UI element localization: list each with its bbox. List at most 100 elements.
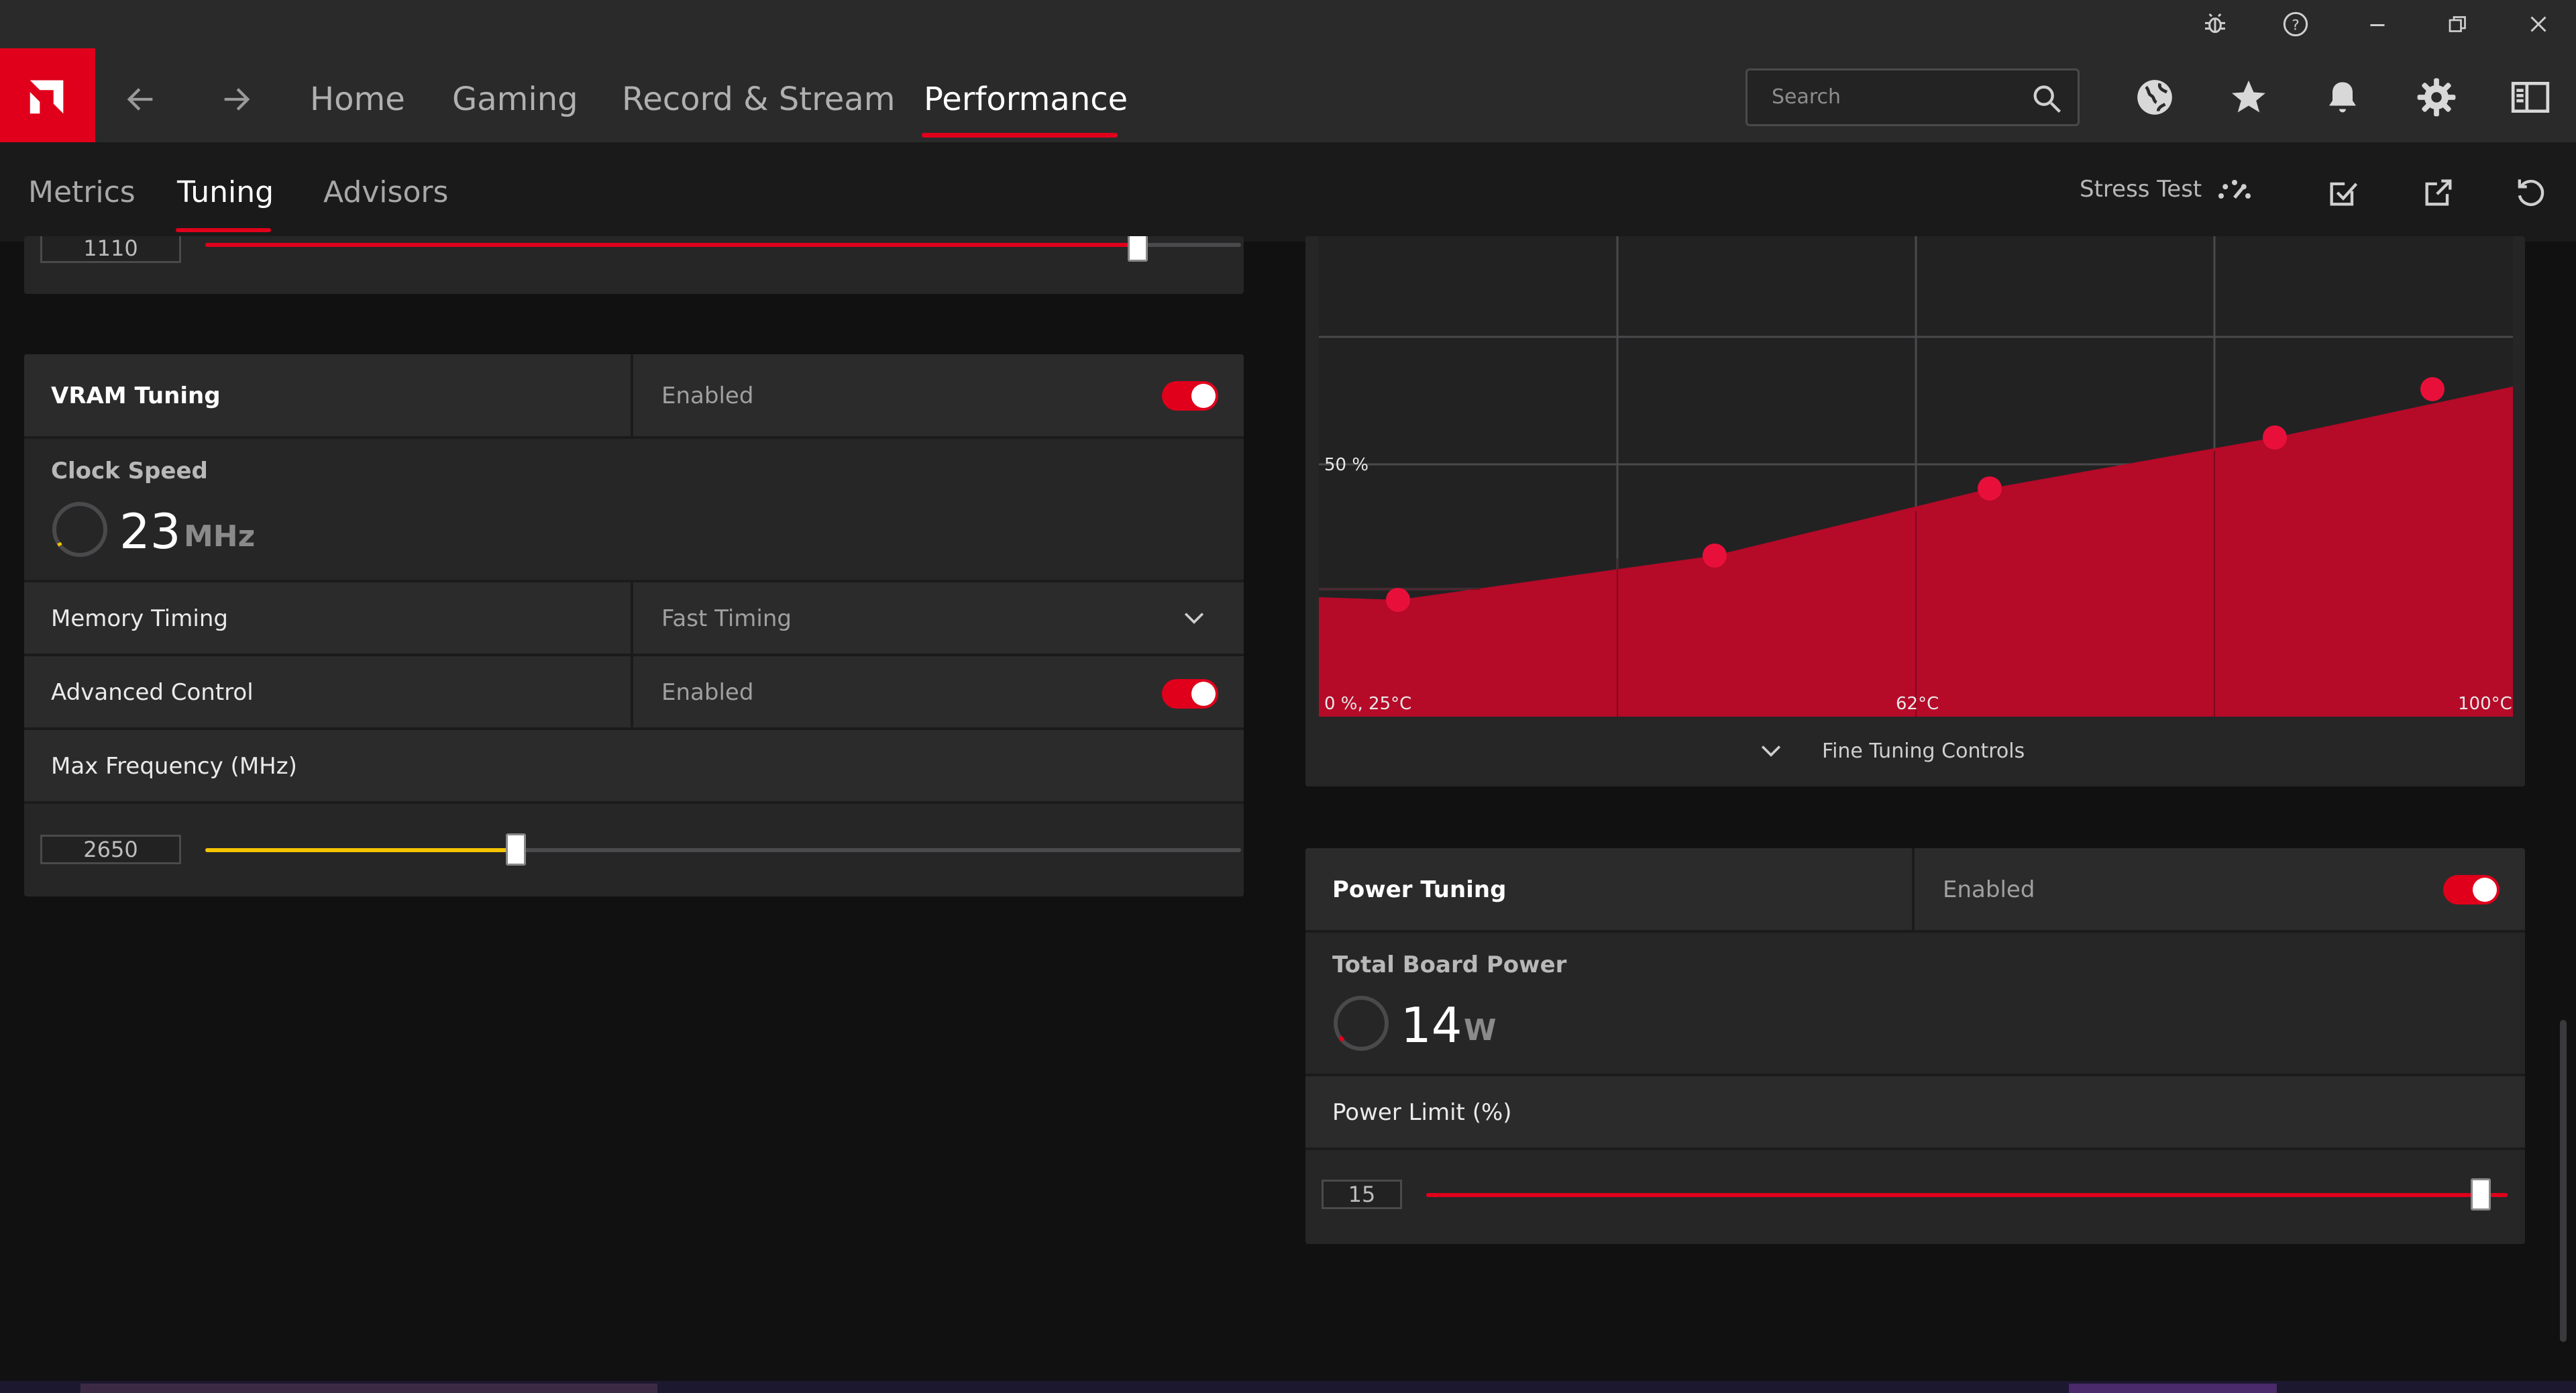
sidebar-icon[interactable] [2507,74,2554,121]
gpu-clock-value-box[interactable]: 1110 [40,236,181,263]
bottom-strip-segment-right [2069,1384,2277,1393]
gpu-clock-slider-track[interactable] [205,243,1241,247]
vram-header-divider [631,354,633,436]
fine-tuning-bar[interactable]: Fine Tuning Controls [1305,717,2525,786]
power-toggle-knob [2473,878,2497,902]
vram-state: Enabled [661,382,754,409]
gpu-clock-slider-thumb[interactable] [1127,236,1148,262]
amd-logo[interactable] [0,48,95,144]
max-frequency-slider-track[interactable] [205,848,1241,852]
power-title: Power Tuning [1332,876,1507,903]
advanced-control-divider [631,656,633,727]
memory-timing-select[interactable]: Fast Timing [661,605,792,632]
speedometer-icon[interactable] [2211,169,2258,216]
fan-curve-chart[interactable] [1319,236,2513,717]
vram-toggle-knob [1191,384,1216,408]
back-arrow-icon[interactable] [121,79,161,119]
clock-speed-unit: MHz [184,519,256,554]
max-frequency-slider-fill [205,848,517,852]
memory-timing-row: Memory Timing Fast Timing [24,582,1244,656]
clock-speed-label: Clock Speed [51,458,208,484]
power-limit-slider-thumb[interactable] [2471,1178,2491,1210]
fan-curve-panel: 50 % 0 %, 25°C 62°C 100°C Fine Tuning Co… [1305,236,2525,786]
forward-arrow-icon[interactable] [216,79,256,119]
max-frequency-slider-thumb[interactable] [506,833,527,866]
search-box[interactable]: Search [1746,68,2080,126]
clock-speed-value: 23 [119,503,181,560]
curve-point-2[interactable] [1703,544,1727,568]
globe-icon[interactable] [2131,74,2178,121]
curve-point-3[interactable] [1978,476,2002,501]
curve-point-1[interactable] [1386,588,1410,612]
gear-icon[interactable] [2413,74,2460,121]
restore-icon[interactable] [2438,8,2478,40]
nav-home[interactable]: Home [310,81,405,118]
power-limit-slider-track[interactable] [1426,1193,2508,1197]
tbp-gauge [1331,993,1391,1056]
fine-tuning-chevron-icon[interactable] [1756,735,1786,768]
tab-active-indicator [176,228,271,232]
nav-active-indicator [922,133,1118,138]
chart-x-left-label: 0 %, 25°C [1324,694,1412,714]
max-frequency-label: Max Frequency (MHz) [51,753,297,780]
power-limit-slider-fill [1426,1193,2508,1197]
clock-speed-gauge [50,499,110,562]
help-icon[interactable]: ? [2275,8,2316,40]
gpu-clock-slider-fill [205,243,1138,247]
fan-curve-points[interactable] [1386,377,2445,612]
search-icon[interactable] [2029,81,2064,116]
svg-text:?: ? [2292,17,2300,34]
minimize-icon[interactable] [2357,8,2398,40]
bottom-strip [0,1381,2576,1393]
memory-timing-label: Memory Timing [51,605,228,632]
tab-advisors[interactable]: Advisors [323,175,449,209]
title-bar [0,0,2576,48]
power-limit-row: Power Limit (%) [1305,1076,2525,1150]
power-limit-value-box[interactable]: 15 [1322,1180,1402,1209]
scrollbar[interactable] [2560,1020,2567,1342]
total-board-power-row: Total Board Power 14 W [1305,933,2525,1076]
chart-x-mid-label: 62°C [1896,694,1939,714]
advanced-control-label: Advanced Control [51,679,254,706]
bell-icon[interactable] [2319,74,2366,121]
close-icon[interactable] [2518,8,2559,40]
clock-speed-row: Clock Speed 23 MHz [24,439,1244,582]
sub-tab-bar [0,142,2576,242]
nav-record-stream[interactable]: Record & Stream [622,81,896,118]
vram-toggle[interactable] [1162,381,1218,411]
search-input[interactable]: Search [1772,85,1841,109]
vram-title: VRAM Tuning [51,382,221,409]
stress-test-label[interactable]: Stress Test [2080,176,2202,203]
power-limit-label: Power Limit (%) [1332,1099,1512,1126]
vram-header-row: VRAM Tuning Enabled [24,354,1244,439]
chevron-down-icon[interactable] [1179,603,1209,635]
tbp-value: 14 [1401,997,1462,1053]
tbp-label: Total Board Power [1332,951,1567,978]
nav-gaming[interactable]: Gaming [452,81,578,118]
power-header-divider [1912,848,1915,930]
power-toggle[interactable] [2443,875,2500,905]
power-header-row: Power Tuning Enabled [1305,848,2525,933]
memory-timing-divider [631,582,633,654]
advanced-control-toggle-knob [1191,682,1216,706]
bug-icon[interactable] [2195,8,2235,40]
power-state: Enabled [1943,876,2035,903]
apply-icon[interactable] [2320,169,2367,216]
advanced-control-row: Advanced Control Enabled [24,656,1244,730]
advanced-control-state: Enabled [661,679,754,706]
star-icon[interactable] [2225,74,2272,121]
max-frequency-value-box[interactable]: 2650 [40,835,181,864]
export-icon[interactable] [2415,169,2462,216]
advanced-control-toggle[interactable] [1162,679,1218,709]
chart-y-mid-label: 50 % [1324,455,1369,475]
tbp-unit: W [1464,1013,1497,1047]
curve-point-5[interactable] [2420,377,2445,401]
tab-metrics[interactable]: Metrics [28,175,136,209]
curve-point-4[interactable] [2263,425,2287,450]
tab-tuning[interactable]: Tuning [177,175,274,209]
nav-performance[interactable]: Performance [924,81,1128,118]
chart-grid-overlay [1319,451,2215,717]
reset-icon[interactable] [2506,169,2553,216]
fine-tuning-label[interactable]: Fine Tuning Controls [1822,739,2025,763]
